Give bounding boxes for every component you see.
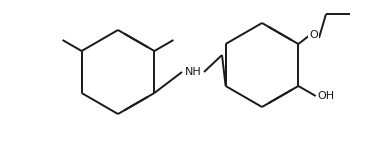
Text: O: O	[310, 30, 318, 40]
Text: OH: OH	[318, 91, 335, 101]
Text: NH: NH	[184, 67, 201, 77]
